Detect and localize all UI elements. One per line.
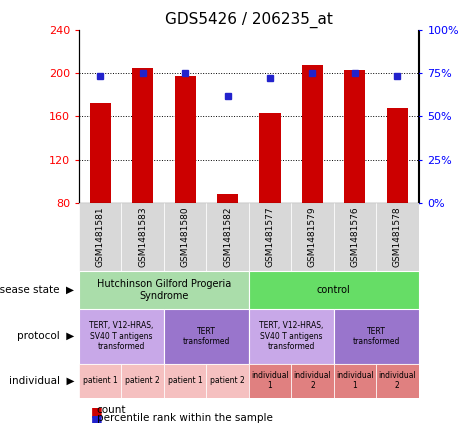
Text: individual
2: individual 2 [293, 371, 331, 390]
Text: GSM1481578: GSM1481578 [393, 206, 402, 267]
Bar [291, 203, 333, 271]
Bar [333, 203, 376, 271]
Text: patient 1: patient 1 [168, 376, 202, 385]
Text: GSM1481583: GSM1481583 [138, 206, 147, 267]
Bar [344, 70, 365, 203]
Bar [121, 203, 164, 271]
Bar [79, 309, 164, 364]
Bar [206, 203, 249, 271]
Bar [164, 309, 249, 364]
Text: count: count [97, 405, 126, 415]
Text: ■: ■ [91, 405, 102, 418]
Bar [249, 309, 333, 364]
Text: GSM1481576: GSM1481576 [350, 206, 359, 267]
Bar [79, 203, 121, 271]
Text: protocol  ▶: protocol ▶ [17, 331, 74, 341]
Text: TERT
transformed: TERT transformed [352, 327, 400, 346]
Bar [302, 66, 323, 203]
Bar [376, 203, 418, 271]
Text: Hutchinson Gilford Progeria
Syndrome: Hutchinson Gilford Progeria Syndrome [97, 279, 231, 301]
Bar [376, 364, 418, 398]
Text: individual
1: individual 1 [251, 371, 289, 390]
Bar [79, 364, 121, 398]
Bar [249, 203, 291, 271]
Text: GSM1481579: GSM1481579 [308, 206, 317, 267]
Text: ■: ■ [91, 413, 102, 423]
Bar [387, 107, 408, 203]
Bar [79, 271, 249, 309]
Text: disease state  ▶: disease state ▶ [0, 285, 74, 295]
Bar [259, 113, 280, 203]
Bar [249, 364, 291, 398]
Bar [164, 203, 206, 271]
Text: patient 2: patient 2 [126, 376, 160, 385]
Bar [333, 309, 418, 364]
Text: GSM1481577: GSM1481577 [266, 206, 274, 267]
Text: individual
1: individual 1 [336, 371, 374, 390]
Bar [333, 364, 376, 398]
Bar [164, 364, 206, 398]
Title: GDS5426 / 206235_at: GDS5426 / 206235_at [165, 12, 333, 28]
Bar [90, 103, 111, 203]
Bar [174, 76, 196, 203]
Text: GSM1481581: GSM1481581 [96, 206, 105, 267]
Text: patient 2: patient 2 [210, 376, 245, 385]
Bar [206, 364, 249, 398]
Bar [217, 195, 238, 203]
Text: control: control [317, 285, 351, 295]
Bar [121, 364, 164, 398]
Bar [249, 271, 418, 309]
Text: individual
2: individual 2 [379, 371, 416, 390]
Text: TERT, V12-HRAS,
SV40 T antigens
transformed: TERT, V12-HRAS, SV40 T antigens transfor… [259, 321, 323, 351]
Text: GSM1481580: GSM1481580 [180, 206, 190, 267]
Text: percentile rank within the sample: percentile rank within the sample [97, 413, 272, 423]
Text: GSM1481582: GSM1481582 [223, 206, 232, 267]
Bar [291, 364, 333, 398]
Text: patient 1: patient 1 [83, 376, 118, 385]
Text: TERT, V12-HRAS,
SV40 T antigens
transformed: TERT, V12-HRAS, SV40 T antigens transfor… [89, 321, 153, 351]
Text: individual  ▶: individual ▶ [9, 376, 74, 386]
Bar [132, 68, 153, 203]
Text: TERT
transformed: TERT transformed [183, 327, 230, 346]
